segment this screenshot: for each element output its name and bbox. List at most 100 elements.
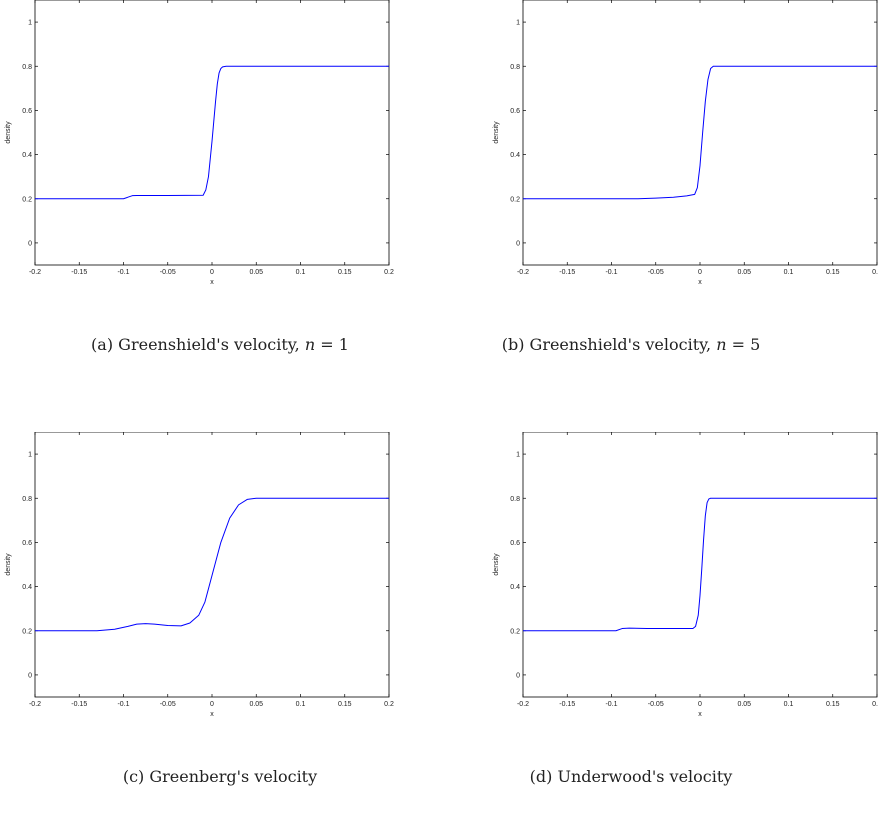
caption-c: (c) Greenberg's velocity: [0, 767, 440, 786]
y-axis-label: density: [493, 121, 500, 144]
x-tick-label: -0.1: [117, 269, 129, 276]
caption-text: Underwood's velocity: [557, 767, 733, 786]
plot-frame: [522, 432, 878, 698]
x-tick-label: -0.15: [71, 701, 87, 708]
x-tick-label: -0.05: [160, 269, 176, 276]
plot-frame: [34, 432, 390, 698]
x-tick-label: 0: [210, 269, 214, 276]
x-tick-label: -0.05: [160, 701, 176, 708]
caption-d: (d) Underwood's velocity: [411, 767, 851, 786]
x-tick-label: 0.15: [826, 269, 840, 276]
chart-b: -0.2 -0.15 -0.1 -0.05 0 0.05 0.1 0.15 0.2 0 0.2 0.4…: [493, 0, 878, 286]
x-tick-label: 0.05: [249, 701, 263, 708]
chart-panel-a: -0.2 -0.15 -0.1 -0.05 0 0.05 0.1 0.15 0.2 0 0.2 0.4…: [0, 0, 440, 396]
caption-label: (d): [529, 767, 553, 786]
x-tick-label: 0.2: [872, 269, 878, 276]
x-tick-label: 0: [210, 701, 214, 708]
y-tick-label: 0: [516, 672, 520, 679]
x-tick-label: -0.2: [517, 701, 529, 708]
chart-panel-b: -0.2 -0.15 -0.1 -0.05 0 0.05 0.1 0.15 0.2 0 0.2 0.4…: [488, 0, 878, 396]
chart-panel-d: -0.2 -0.15 -0.1 -0.05 0 0.05 0.1 0.15 0.2 0 0.2 0.4…: [488, 432, 878, 828]
y-tick-label: 0.2: [510, 196, 520, 203]
x-tick-label: -0.2: [29, 269, 41, 276]
chart-a: -0.2 -0.15 -0.1 -0.05 0 0.05 0.1 0.15 0.2 0 0.2 0.4…: [5, 0, 394, 286]
chart-panel-c: -0.2 -0.15 -0.1 -0.05 0 0.05 0.1 0.15 0.2 0 0.2 0.4…: [0, 432, 440, 828]
x-axis-label: x: [698, 711, 702, 718]
x-tick-label: 0: [698, 269, 702, 276]
chart-d: -0.2 -0.15 -0.1 -0.05 0 0.05 0.1 0.15 0.2 0 0.2 0.4…: [493, 432, 878, 718]
x-tick-label: 0.1: [784, 701, 794, 708]
y-tick-label: 0.6: [22, 108, 32, 115]
plot-frame: [522, 0, 878, 266]
x-tick-label: -0.2: [517, 269, 529, 276]
caption-equation: = 5: [731, 335, 761, 354]
y-tick-label: 0.4: [22, 152, 32, 159]
x-tick-label: 0.15: [826, 701, 840, 708]
caption-a: (a) Greenshield's velocity, n = 1: [0, 335, 440, 354]
x-tick-label: 0.05: [249, 269, 263, 276]
x-axis-label: x: [210, 711, 214, 718]
y-tick-label: 1: [516, 20, 520, 27]
y-tick-label: 0.6: [510, 108, 520, 115]
x-tick-label: -0.15: [71, 269, 87, 276]
y-tick-label: 0.8: [510, 64, 520, 71]
x-tick-label: -0.15: [559, 701, 575, 708]
x-tick-label: -0.1: [605, 269, 617, 276]
density-line: [523, 497, 877, 632]
x-tick-label: 0.1: [784, 269, 794, 276]
density-line: [523, 65, 877, 200]
x-tick-label: -0.2: [29, 701, 41, 708]
x-tick-label: 0: [698, 701, 702, 708]
caption-label: (c): [122, 767, 145, 786]
x-tick-label: -0.05: [648, 269, 664, 276]
x-tick-label: -0.1: [605, 701, 617, 708]
y-tick-label: 0.8: [510, 496, 520, 503]
density-line: [35, 65, 389, 200]
x-tick-label: 0.2: [384, 269, 394, 276]
y-tick-label: 0.2: [510, 628, 520, 635]
caption-label: (b): [501, 335, 525, 354]
x-tick-label: 0.1: [296, 701, 306, 708]
caption-variable: n: [304, 335, 316, 354]
caption-equation: = 1: [320, 335, 349, 354]
y-tick-label: 0: [28, 240, 32, 247]
caption-label: (a): [91, 335, 114, 354]
y-tick-label: 1: [28, 452, 32, 459]
y-tick-label: 0.2: [22, 628, 32, 635]
x-tick-label: -0.1: [117, 701, 129, 708]
y-tick-label: 0.4: [22, 584, 32, 591]
density-line: [35, 497, 389, 632]
y-axis-label: density: [5, 121, 12, 144]
y-axis-label: density: [493, 553, 500, 576]
caption-text: Greenberg's velocity: [149, 767, 318, 786]
x-tick-label: 0.05: [737, 269, 751, 276]
y-tick-label: 0.4: [510, 584, 520, 591]
y-tick-label: 0.4: [510, 152, 520, 159]
caption-b: (b) Greenshield's velocity, n = 5: [411, 335, 851, 354]
y-tick-label: 0.8: [22, 64, 32, 71]
y-tick-label: 0: [28, 672, 32, 679]
x-axis-label: x: [698, 279, 702, 286]
x-tick-label: 0.1: [296, 269, 306, 276]
y-axis-label: density: [5, 553, 12, 576]
y-tick-label: 0.6: [510, 540, 520, 547]
y-tick-label: 0.6: [22, 540, 32, 547]
x-axis-label: x: [210, 279, 214, 286]
x-tick-label: 0.15: [338, 701, 352, 708]
y-tick-label: 0: [516, 240, 520, 247]
y-tick-label: 0.2: [22, 196, 32, 203]
y-tick-label: 1: [516, 452, 520, 459]
y-tick-label: 0.8: [22, 496, 32, 503]
y-tick-label: 1: [28, 20, 32, 27]
chart-c: -0.2 -0.15 -0.1 -0.05 0 0.05 0.1 0.15 0.2 0 0.2 0.4…: [5, 432, 394, 718]
x-tick-label: -0.05: [648, 701, 664, 708]
x-tick-label: 0.15: [338, 269, 352, 276]
caption-text: Greenshield's velocity,: [529, 335, 712, 354]
x-tick-label: 0.05: [737, 701, 751, 708]
x-tick-label: -0.15: [559, 269, 575, 276]
plot-frame: [34, 0, 390, 266]
caption-variable: n: [716, 335, 727, 354]
x-tick-label: 0.2: [872, 701, 878, 708]
caption-text: Greenshield's velocity,: [118, 335, 300, 354]
x-tick-label: 0.2: [384, 701, 394, 708]
